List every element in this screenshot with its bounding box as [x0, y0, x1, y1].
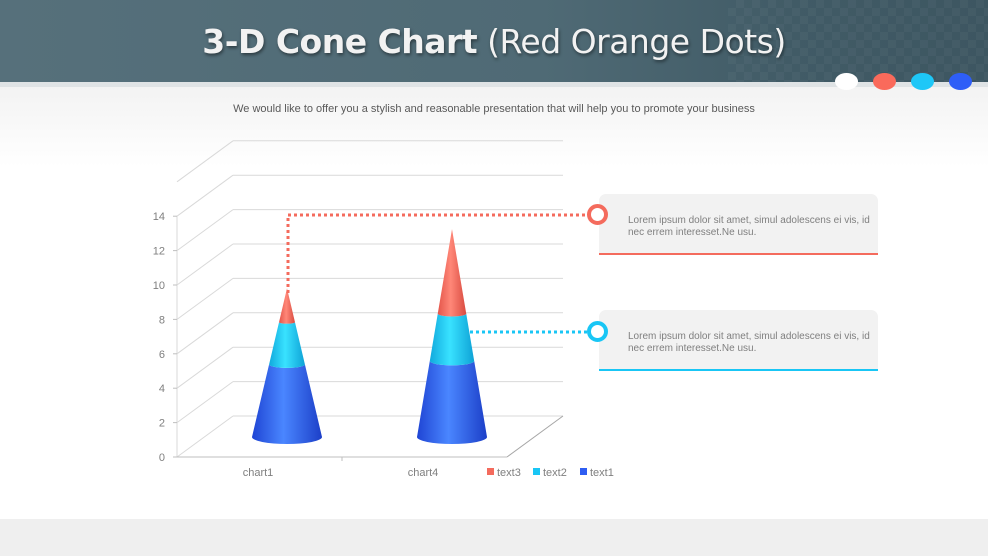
svg-text:chart4: chart4 [408, 467, 439, 479]
callout-card-1: Lorem ipsum dolor sit amet, simul adoles… [599, 194, 878, 255]
title-light: (Red Orange Dots) [487, 22, 786, 61]
svg-text:text1: text1 [590, 467, 614, 479]
connector-red [286, 213, 590, 293]
callout-underline [599, 253, 878, 255]
decorative-dots [835, 73, 975, 91]
cones [252, 229, 487, 444]
svg-text:8: 8 [159, 314, 165, 326]
ring-marker-red-icon [587, 204, 608, 225]
cone-segment-text2 [429, 313, 475, 366]
ring-marker-cyan-icon [587, 321, 608, 342]
dot-cyan-icon [911, 73, 934, 90]
cone-segment-text3 [437, 229, 467, 317]
dot-white-icon [835, 73, 858, 90]
x-axis-labels: chart1 chart4 [243, 467, 439, 479]
subtitle: We would like to offer you a stylish and… [233, 103, 755, 115]
cone-segment-text2 [269, 322, 305, 368]
callout-card-2: Lorem ipsum dolor sit amet, simul adoles… [599, 310, 878, 371]
svg-text:14: 14 [153, 211, 165, 223]
y-axis-ticks: 0 2 4 6 8 10 12 14 [153, 211, 177, 464]
cone-segment-text3 [279, 288, 295, 324]
chart-grid [176, 140, 564, 461]
footer-band [0, 519, 988, 556]
header-strip [0, 82, 988, 87]
svg-text:12: 12 [153, 246, 165, 258]
header-bar [0, 0, 988, 82]
svg-text:0: 0 [159, 452, 165, 464]
callout-text: Lorem ipsum dolor sit amet, simul adoles… [628, 331, 870, 354]
svg-text:chart1: chart1 [243, 467, 274, 479]
dot-blue-icon [949, 73, 972, 90]
svg-text:4: 4 [159, 383, 165, 395]
callout-underline [599, 369, 878, 371]
svg-text:6: 6 [159, 349, 165, 361]
subtitle-band [0, 87, 988, 167]
svg-text:text3: text3 [497, 467, 521, 479]
page-title: 3-D Cone Chart (Red Orange Dots) [0, 20, 988, 64]
chart-legend: text3 text2 text1 [487, 467, 614, 479]
svg-text:2: 2 [159, 418, 165, 430]
svg-text:text2: text2 [543, 467, 567, 479]
title-bold: 3-D Cone Chart [202, 22, 478, 61]
cone-segment-text1 [417, 360, 487, 444]
dot-red-icon [873, 73, 896, 90]
callout-text: Lorem ipsum dolor sit amet, simul adoles… [628, 215, 870, 238]
cone-segment-text1 [252, 364, 322, 444]
svg-text:10: 10 [153, 280, 165, 292]
